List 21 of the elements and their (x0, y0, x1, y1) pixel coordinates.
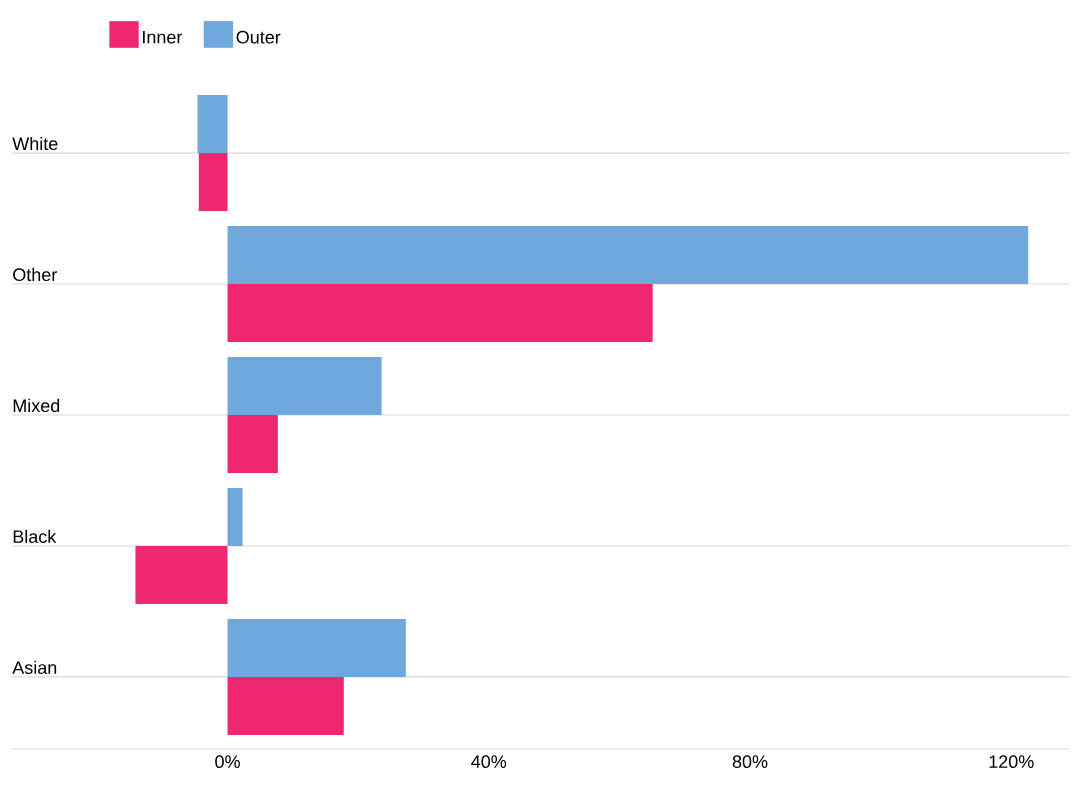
bar (135, 545, 228, 604)
x-tick-label: 80% (732, 755, 768, 768)
bar (198, 153, 228, 212)
bar (227, 487, 243, 546)
bar (227, 225, 1029, 285)
bar (227, 618, 406, 677)
x-tick-label: 40% (471, 755, 507, 768)
bar (227, 676, 344, 735)
x-tick-label: 120% (989, 755, 1034, 768)
legend-label: Inner (143, 30, 183, 44)
bar (227, 356, 382, 415)
y-tick-label: Black (13, 529, 57, 544)
y-tick-label: Mixed (13, 398, 60, 413)
y-tick-label: Asian (12, 660, 57, 675)
bar (227, 284, 653, 343)
bar (197, 95, 228, 154)
bar (227, 415, 278, 474)
x-tick-label: 0% (215, 755, 240, 768)
legend-label: Outer (236, 30, 281, 44)
y-tick-label: Other (13, 267, 57, 282)
y-tick-label: White (12, 136, 58, 151)
